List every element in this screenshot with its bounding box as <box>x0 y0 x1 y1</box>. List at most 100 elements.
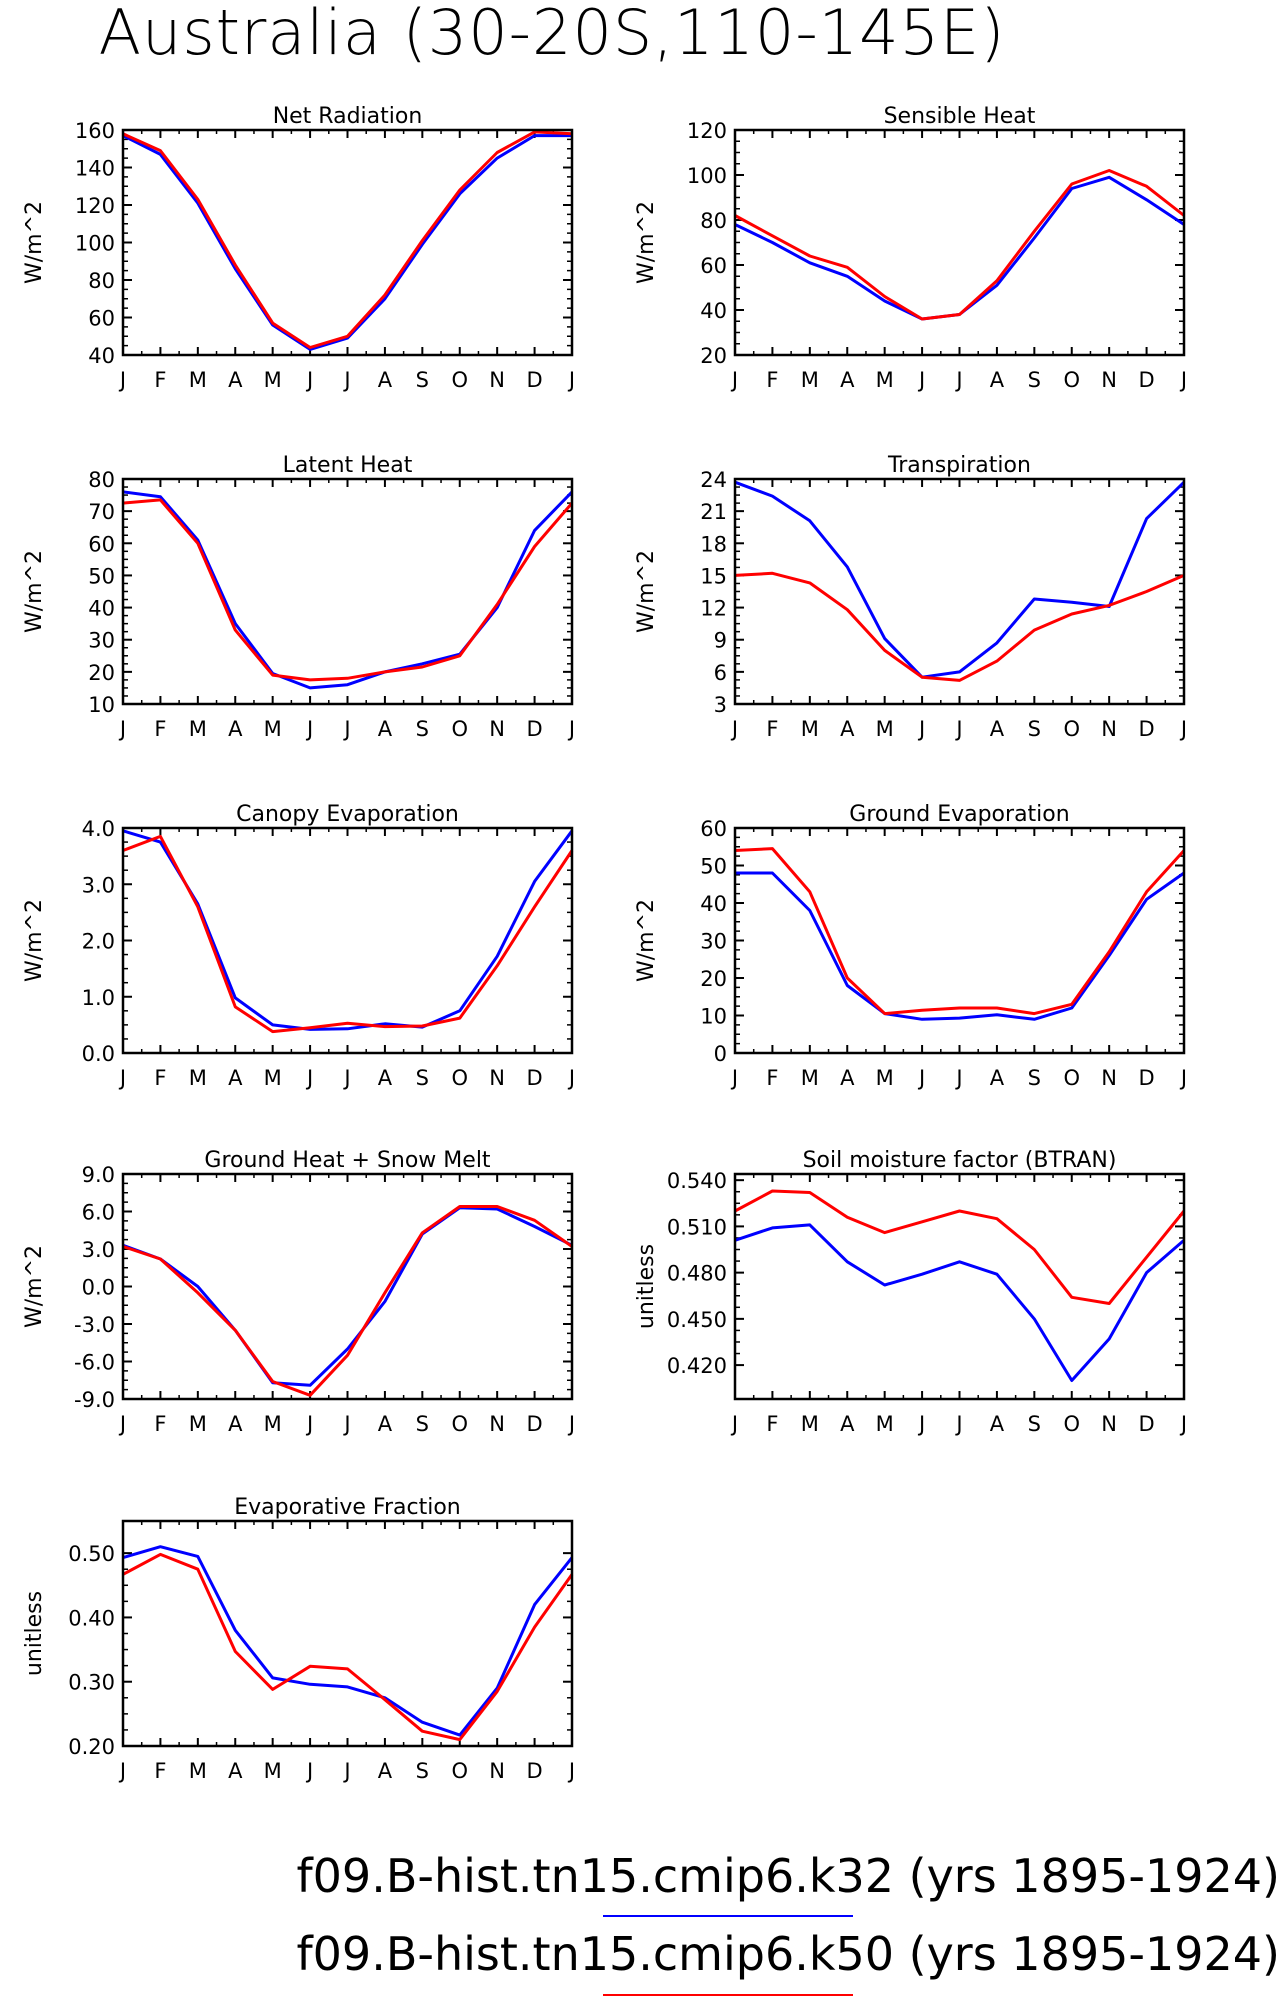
x-tick-label: S <box>416 1066 429 1090</box>
series-line-k32 <box>122 829 574 1031</box>
x-tick-label: J <box>730 717 738 741</box>
x-tick-label: O <box>451 1412 468 1436</box>
x-tick-label: J <box>342 1066 350 1090</box>
x-tick-label: O <box>1063 368 1080 392</box>
y-axis-label: W/m^2 <box>22 899 47 982</box>
y-tick-label: 3.0 <box>82 873 115 897</box>
x-tick-label: M <box>189 1066 207 1090</box>
y-tick-label: 100 <box>687 164 727 188</box>
y-tick-label: 9 <box>714 629 727 653</box>
x-tick-label: A <box>990 717 1005 741</box>
series-line-k50 <box>734 169 1185 321</box>
x-tick-label: S <box>416 1412 429 1436</box>
y-tick-label: 0.40 <box>68 1606 115 1630</box>
plot-frame <box>121 128 574 357</box>
x-tick-label: J <box>567 1412 575 1436</box>
panel-title: Ground Evaporation <box>849 802 1069 827</box>
panel-title: Latent Heat <box>283 453 413 478</box>
y-tick-label: 0.420 <box>667 1354 727 1378</box>
x-tick-label: J <box>954 1412 962 1436</box>
series-line-k32 <box>734 175 1185 321</box>
x-tick-label: J <box>305 368 313 392</box>
x-tick-label: M <box>264 368 282 392</box>
y-tick-label: 6 <box>714 661 727 685</box>
y-tick-label: 20 <box>88 661 115 685</box>
x-tick-label: F <box>766 368 778 392</box>
y-tick-label: 80 <box>88 468 115 492</box>
x-tick-label: O <box>451 368 468 392</box>
x-tick-label: N <box>1101 717 1117 741</box>
x-tick-label: D <box>526 1412 542 1436</box>
legend-label-k50: f09.B-hist.tn15.cmip6.k50 (yrs 1895-1924… <box>296 1927 1280 1981</box>
x-tick-label: A <box>228 717 243 741</box>
y-axis-label: W/m^2 <box>22 550 47 633</box>
x-tick-label: A <box>840 717 855 741</box>
series-line-k50 <box>734 1189 1186 1305</box>
x-tick-label: D <box>1138 368 1154 392</box>
x-tick-label: J <box>342 368 350 392</box>
y-axis-label: unitless <box>22 1591 47 1676</box>
series-line-k50 <box>122 130 573 349</box>
x-tick-label: N <box>489 1759 505 1783</box>
x-tick-label: M <box>264 717 282 741</box>
y-tick-label: 0.0 <box>82 1042 115 1066</box>
series-line-k50 <box>734 847 1186 1016</box>
x-tick-label: S <box>416 368 429 392</box>
panel-title: Sensible Heat <box>884 104 1036 129</box>
x-tick-label: N <box>1101 1412 1117 1436</box>
y-tick-label: 60 <box>700 817 727 841</box>
x-tick-label: J <box>342 717 350 741</box>
y-tick-label: 4.0 <box>82 817 115 841</box>
y-axis-label: W/m^2 <box>22 1245 47 1328</box>
y-tick-label: 50 <box>88 564 115 588</box>
x-tick-label: J <box>567 1066 575 1090</box>
x-tick-label: J <box>567 1759 575 1783</box>
x-tick-label: J <box>1179 717 1187 741</box>
x-tick-label: F <box>766 717 778 741</box>
y-tick-label: 120 <box>75 194 115 218</box>
x-tick-label: F <box>154 717 166 741</box>
x-tick-label: S <box>1028 1412 1041 1436</box>
x-tick-label: J <box>954 368 962 392</box>
y-tick-label: 21 <box>700 500 727 524</box>
y-tick-label: 1.0 <box>82 986 115 1010</box>
y-tick-label: 30 <box>700 930 727 954</box>
x-tick-label: M <box>801 1066 819 1090</box>
plot-frame <box>733 1172 1186 1401</box>
x-tick-label: O <box>1063 717 1080 741</box>
x-tick-label: D <box>1138 1066 1154 1090</box>
x-tick-label: D <box>526 717 542 741</box>
x-tick-label: D <box>526 1066 542 1090</box>
x-tick-label: J <box>730 1066 738 1090</box>
x-tick-label: J <box>1179 1412 1187 1436</box>
x-tick-label: J <box>730 1412 738 1436</box>
series-line-k32 <box>122 490 574 690</box>
x-tick-label: J <box>305 1412 313 1436</box>
x-tick-label: A <box>990 368 1005 392</box>
plot-frame <box>121 1172 574 1401</box>
x-tick-label: J <box>917 1412 925 1436</box>
x-tick-label: O <box>1063 1066 1080 1090</box>
y-tick-label: -3.0 <box>74 1313 115 1337</box>
y-tick-label: 0.20 <box>68 1735 115 1759</box>
y-tick-label: 6.0 <box>82 1201 115 1225</box>
y-tick-label: 3.0 <box>82 1238 115 1262</box>
y-tick-label: -6.0 <box>74 1351 115 1375</box>
y-axis-label: W/m^2 <box>634 550 659 633</box>
x-tick-label: J <box>118 368 126 392</box>
panel-title: Ground Heat + Snow Melt <box>204 1148 491 1173</box>
y-tick-label: 60 <box>88 307 115 331</box>
y-tick-label: 40 <box>700 299 727 323</box>
y-tick-label: 60 <box>700 254 727 278</box>
x-tick-label: J <box>954 1066 962 1090</box>
y-tick-label: 120 <box>687 119 727 143</box>
y-tick-label: 20 <box>700 967 727 991</box>
x-tick-label: S <box>1028 368 1041 392</box>
x-tick-label: M <box>876 717 894 741</box>
